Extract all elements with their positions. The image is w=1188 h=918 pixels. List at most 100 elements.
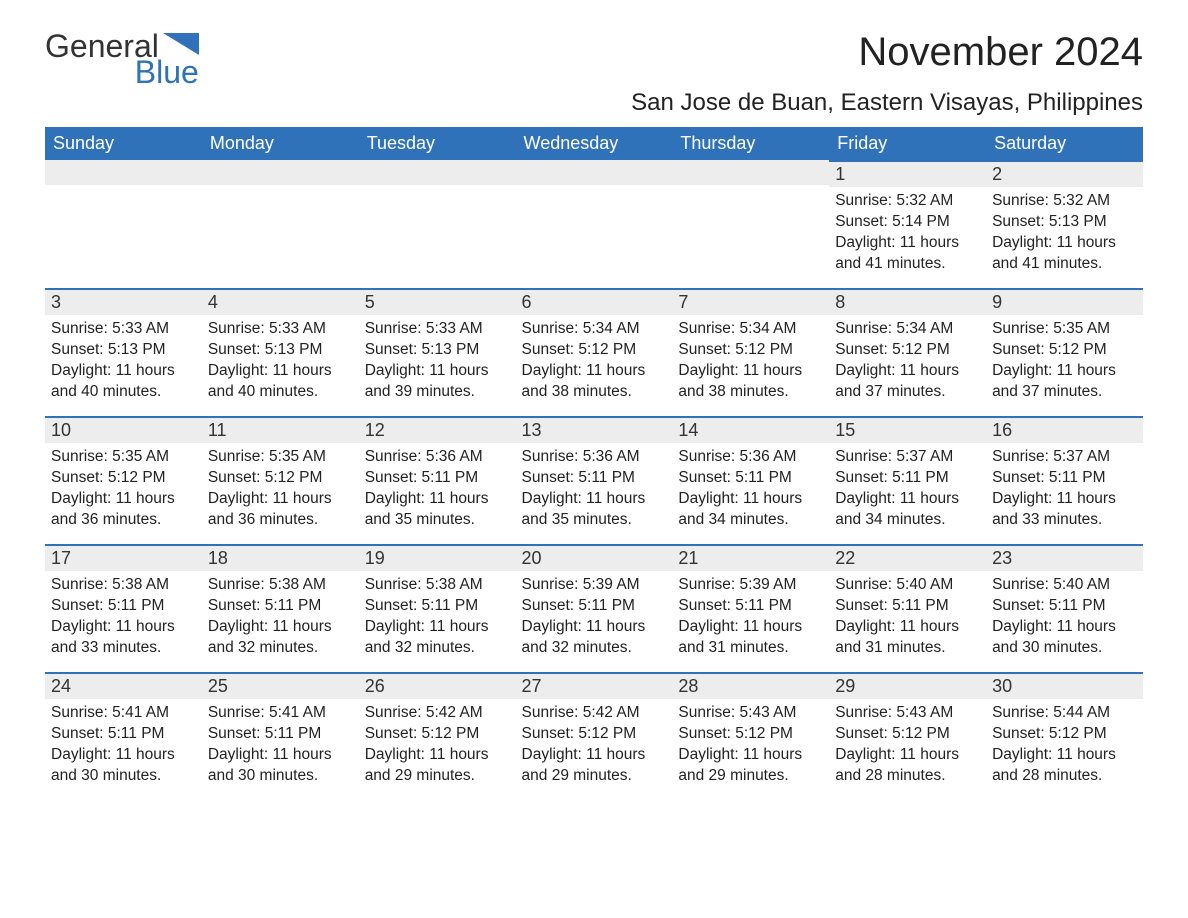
sunset-line: Sunset: 5:13 PM (208, 340, 353, 361)
empty-day-strip (359, 160, 516, 185)
day-details: Sunrise: 5:38 AMSunset: 5:11 PMDaylight:… (45, 571, 202, 667)
sunrise-line: Sunrise: 5:35 AM (208, 447, 353, 468)
sunset-line: Sunset: 5:12 PM (835, 724, 980, 745)
daylight-line: Daylight: 11 hours and 29 minutes. (522, 745, 667, 787)
day-wrap: 18Sunrise: 5:38 AMSunset: 5:11 PMDayligh… (202, 544, 359, 667)
calendar-cell: 19Sunrise: 5:38 AMSunset: 5:11 PMDayligh… (359, 544, 516, 672)
day-number: 13 (516, 418, 673, 443)
day-number: 17 (45, 546, 202, 571)
day-details: Sunrise: 5:33 AMSunset: 5:13 PMDaylight:… (45, 315, 202, 411)
sunrise-line: Sunrise: 5:38 AM (208, 575, 353, 596)
daylight-line: Daylight: 11 hours and 30 minutes. (992, 617, 1137, 659)
calendar-cell: 9Sunrise: 5:35 AMSunset: 5:12 PMDaylight… (986, 288, 1143, 416)
sunset-line: Sunset: 5:11 PM (522, 596, 667, 617)
calendar-cell: 16Sunrise: 5:37 AMSunset: 5:11 PMDayligh… (986, 416, 1143, 544)
sunset-line: Sunset: 5:12 PM (992, 340, 1137, 361)
empty-day-strip (45, 160, 202, 185)
daylight-line: Daylight: 11 hours and 39 minutes. (365, 361, 510, 403)
sunrise-line: Sunrise: 5:40 AM (835, 575, 980, 596)
day-wrap: 25Sunrise: 5:41 AMSunset: 5:11 PMDayligh… (202, 672, 359, 795)
daylight-line: Daylight: 11 hours and 32 minutes. (208, 617, 353, 659)
daylight-line: Daylight: 11 hours and 34 minutes. (835, 489, 980, 531)
day-wrap: 26Sunrise: 5:42 AMSunset: 5:12 PMDayligh… (359, 672, 516, 795)
weekday-header-row: SundayMondayTuesdayWednesdayThursdayFrid… (45, 127, 1143, 160)
sunset-line: Sunset: 5:11 PM (835, 596, 980, 617)
weekday-header: Saturday (986, 127, 1143, 160)
day-details: Sunrise: 5:32 AMSunset: 5:13 PMDaylight:… (986, 187, 1143, 283)
calendar-cell: 4Sunrise: 5:33 AMSunset: 5:13 PMDaylight… (202, 288, 359, 416)
sunset-line: Sunset: 5:14 PM (835, 212, 980, 233)
day-number: 11 (202, 418, 359, 443)
day-wrap: 16Sunrise: 5:37 AMSunset: 5:11 PMDayligh… (986, 416, 1143, 539)
daylight-line: Daylight: 11 hours and 28 minutes. (835, 745, 980, 787)
day-details: Sunrise: 5:34 AMSunset: 5:12 PMDaylight:… (516, 315, 673, 411)
sunset-line: Sunset: 5:11 PM (678, 596, 823, 617)
day-number: 27 (516, 674, 673, 699)
sunrise-line: Sunrise: 5:32 AM (835, 191, 980, 212)
daylight-line: Daylight: 11 hours and 40 minutes. (51, 361, 196, 403)
day-number: 3 (45, 290, 202, 315)
daylight-line: Daylight: 11 hours and 35 minutes. (365, 489, 510, 531)
calendar-cell: 13Sunrise: 5:36 AMSunset: 5:11 PMDayligh… (516, 416, 673, 544)
calendar-cell: 23Sunrise: 5:40 AMSunset: 5:11 PMDayligh… (986, 544, 1143, 672)
day-details: Sunrise: 5:40 AMSunset: 5:11 PMDaylight:… (829, 571, 986, 667)
day-number: 19 (359, 546, 516, 571)
day-number: 16 (986, 418, 1143, 443)
day-number: 25 (202, 674, 359, 699)
daylight-line: Daylight: 11 hours and 35 minutes. (522, 489, 667, 531)
day-wrap: 15Sunrise: 5:37 AMSunset: 5:11 PMDayligh… (829, 416, 986, 539)
sunrise-line: Sunrise: 5:38 AM (365, 575, 510, 596)
sunset-line: Sunset: 5:11 PM (51, 724, 196, 745)
day-number: 2 (986, 162, 1143, 187)
day-wrap: 22Sunrise: 5:40 AMSunset: 5:11 PMDayligh… (829, 544, 986, 667)
sunrise-line: Sunrise: 5:41 AM (208, 703, 353, 724)
day-wrap: 14Sunrise: 5:36 AMSunset: 5:11 PMDayligh… (672, 416, 829, 539)
day-number: 24 (45, 674, 202, 699)
daylight-line: Daylight: 11 hours and 37 minutes. (992, 361, 1137, 403)
day-number: 15 (829, 418, 986, 443)
daylight-line: Daylight: 11 hours and 36 minutes. (208, 489, 353, 531)
calendar-body: 1Sunrise: 5:32 AMSunset: 5:14 PMDaylight… (45, 160, 1143, 800)
day-wrap: 11Sunrise: 5:35 AMSunset: 5:12 PMDayligh… (202, 416, 359, 539)
calendar-week-row: 24 Sunrise: 5:41 AM Sunset: 5:11 PM Dayligh… (45, 672, 1143, 800)
sunrise-line: Sunrise: 5:37 AM (835, 447, 980, 468)
day-number: 6 (516, 290, 673, 315)
calendar-cell: 24Sunrise: 5:41 AMSunset: 5:11 PMDayligh… (45, 672, 202, 800)
daylight-line: Daylight: 11 hours and 38 minutes. (522, 361, 667, 403)
day-details: Sunrise: 5:37 AMSunset: 5:11 PMDaylight:… (986, 443, 1143, 539)
day-number: 9 (986, 290, 1143, 315)
daylight-line: Daylight: 11 hours and 31 minutes. (678, 617, 823, 659)
sunset-line: Sunset: 5:13 PM (992, 212, 1137, 233)
daylight-line: Daylight: 11 hours and 38 minutes. (678, 361, 823, 403)
calendar-cell: 6Sunrise: 5:34 AMSunset: 5:12 PMDaylight… (516, 288, 673, 416)
calendar-cell (672, 160, 829, 288)
daylight-line: Daylight: 11 hours and 32 minutes. (522, 617, 667, 659)
calendar-cell: 5Sunrise: 5:33 AMSunset: 5:13 PMDaylight… (359, 288, 516, 416)
sunset-line: Sunset: 5:12 PM (208, 468, 353, 489)
sunset-line: Sunset: 5:11 PM (51, 596, 196, 617)
sunset-line: Sunset: 5:12 PM (51, 468, 196, 489)
day-details: Sunrise: 5:34 AMSunset: 5:12 PMDaylight:… (672, 315, 829, 411)
calendar-cell: 2Sunrise: 5:32 AMSunset: 5:13 PMDaylight… (986, 160, 1143, 288)
day-number: 5 (359, 290, 516, 315)
calendar-week-row: 3Sunrise: 5:33 AMSunset: 5:13 PMDaylight… (45, 288, 1143, 416)
daylight-line: Daylight: 11 hours and 36 minutes. (51, 489, 196, 531)
calendar-cell (45, 160, 202, 288)
calendar-week-row: 17Sunrise: 5:38 AMSunset: 5:11 PMDayligh… (45, 544, 1143, 672)
weekday-header: Sunday (45, 127, 202, 160)
calendar-cell: 3Sunrise: 5:33 AMSunset: 5:13 PMDaylight… (45, 288, 202, 416)
calendar-table: SundayMondayTuesdayWednesdayThursdayFrid… (45, 127, 1143, 800)
sunset-line: Sunset: 5:12 PM (678, 724, 823, 745)
day-wrap: 4Sunrise: 5:33 AMSunset: 5:13 PMDaylight… (202, 288, 359, 411)
sunrise-line: Sunrise: 5:42 AM (365, 703, 510, 724)
day-details: Sunrise: 5:33 AMSunset: 5:13 PMDaylight:… (359, 315, 516, 411)
day-wrap: 10Sunrise: 5:35 AMSunset: 5:12 PMDayligh… (45, 416, 202, 539)
daylight-line: Daylight: 11 hours and 40 minutes. (208, 361, 353, 403)
day-details: Sunrise: 5:39 AMSunset: 5:11 PMDaylight:… (516, 571, 673, 667)
sunrise-line: Sunrise: 5:43 AM (835, 703, 980, 724)
daylight-line: Daylight: 11 hours and 30 minutes. (208, 745, 353, 787)
day-number: 26 (359, 674, 516, 699)
day-number: 12 (359, 418, 516, 443)
sunset-line: Sunset: 5:11 PM (992, 596, 1137, 617)
day-details: Sunrise: 5:35 AMSunset: 5:12 PMDaylight:… (202, 443, 359, 539)
